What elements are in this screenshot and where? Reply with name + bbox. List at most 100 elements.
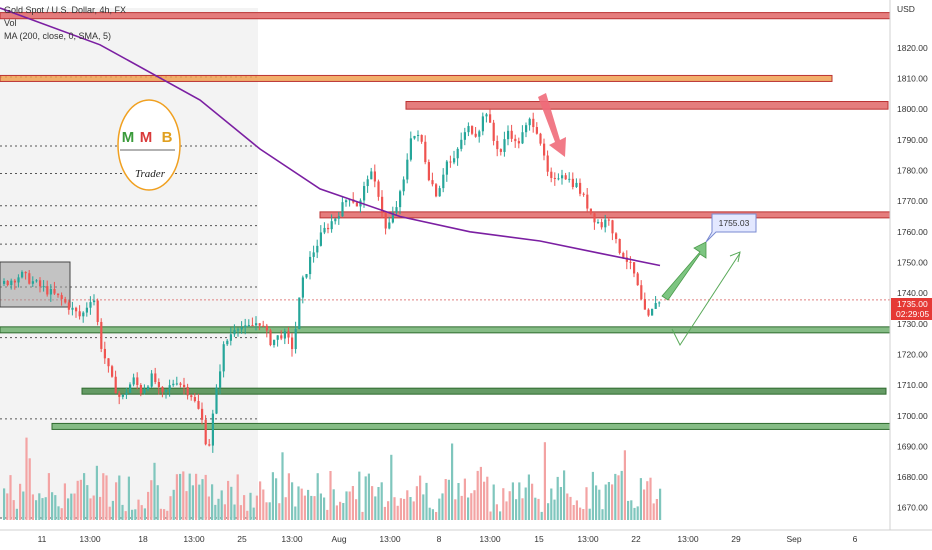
volume-bar-134 (431, 509, 434, 520)
candle-body-165 (597, 222, 600, 224)
y-tick-label-6: 1760.00 (897, 227, 928, 237)
candle-52 (190, 394, 193, 401)
candle-118 (427, 159, 430, 182)
volume-bar-161 (518, 482, 521, 520)
candle-137 (496, 135, 499, 157)
candle-body-47 (172, 383, 175, 386)
volume-bar-96 (310, 495, 313, 520)
candle-body-69 (251, 325, 254, 327)
candle-body-81 (294, 329, 297, 350)
candle-38 (139, 383, 142, 397)
volume-bar-2 (9, 475, 12, 520)
candle-106 (384, 211, 387, 235)
candle-22 (82, 311, 85, 323)
volume-bar-11 (38, 493, 41, 520)
candle-body-122 (442, 174, 445, 189)
candle-28 (103, 341, 106, 364)
y-tick-label-9: 1730.00 (897, 319, 928, 329)
volume-bar-71 (230, 486, 233, 520)
candle-19 (71, 301, 74, 316)
candle-body-157 (568, 178, 571, 180)
candle-body-107 (388, 222, 391, 229)
volume-bar-200 (643, 489, 646, 520)
candle-129 (467, 122, 470, 137)
volume-bar-20 (67, 498, 70, 520)
candle-64 (233, 324, 236, 337)
price-badge (891, 298, 932, 320)
candle-body-20 (75, 307, 78, 312)
y-tick-label-0: 1820.00 (897, 43, 928, 53)
candle-body-155 (561, 175, 564, 179)
volume-bar-113 (364, 476, 367, 520)
candle-body-95 (345, 200, 348, 203)
candle-48 (175, 376, 178, 386)
volume-bar-22 (73, 493, 76, 520)
candle-body-142 (514, 138, 517, 142)
volume-bar-40 (131, 509, 134, 520)
candle-body-126 (456, 148, 459, 159)
candle-119 (431, 172, 434, 187)
volume-bar-21 (70, 493, 73, 520)
candle-49 (179, 381, 182, 388)
candle-41 (150, 370, 153, 389)
candle-61 (222, 341, 225, 378)
volume-bar-201 (646, 481, 649, 520)
y-axis-currency: USD (897, 4, 915, 14)
x-tick-label-6: Aug (331, 534, 346, 544)
candle-124 (449, 155, 452, 168)
volume-bar-181 (582, 509, 585, 520)
candle-body-16 (60, 295, 63, 300)
volume-bar-36 (118, 475, 121, 520)
candle-123 (445, 159, 448, 182)
volume-bar-171 (550, 488, 553, 520)
volume-bar-86 (278, 503, 281, 520)
volume-bar-77 (249, 492, 252, 520)
volume-bar-156 (502, 488, 505, 520)
symbol-title: Gold Spot / U.S. Dollar, 4h, FX (4, 5, 127, 15)
volume-bar-62 (201, 479, 204, 520)
volume-bar-108 (348, 491, 351, 520)
candle-77 (280, 330, 283, 341)
volume-bar-148 (476, 470, 479, 520)
candle-79 (287, 327, 290, 344)
x-tick-label-2: 18 (138, 534, 148, 544)
volume-bar-130 (419, 475, 422, 520)
candle-14 (53, 281, 56, 295)
candle-body-105 (381, 196, 384, 213)
candle-body-131 (474, 133, 477, 137)
candle-133 (481, 112, 484, 136)
candle-body-140 (507, 130, 510, 140)
volume-bar-95 (307, 489, 310, 520)
candle-58 (211, 409, 214, 453)
candle-body-130 (471, 126, 474, 134)
volume-bar-135 (435, 512, 438, 520)
candle-90 (327, 223, 330, 234)
y-tick-label-8: 1740.00 (897, 288, 928, 298)
candle-body-141 (510, 130, 513, 139)
volume-bar-193 (620, 470, 623, 520)
x-tick-label-9: 13:00 (479, 534, 501, 544)
candle-89 (323, 222, 326, 235)
candle-94 (341, 196, 344, 217)
candle-body-111 (402, 179, 405, 192)
volume-bar-93 (300, 488, 303, 520)
volume-bar-44 (143, 508, 146, 520)
candle-body-137 (496, 140, 499, 150)
candle-54 (197, 393, 200, 410)
volume-bar-61 (198, 484, 201, 520)
volume-bar-13 (44, 497, 47, 520)
candle-body-74 (269, 330, 272, 346)
candle-body-21 (78, 311, 81, 317)
candle-body-151 (546, 155, 549, 172)
candle-174 (629, 256, 632, 270)
volume-bar-107 (345, 491, 348, 520)
volume-bar-33 (108, 506, 111, 520)
candle-body-35 (129, 384, 132, 393)
candle-body-45 (165, 389, 168, 392)
volume-bar-70 (227, 480, 230, 520)
candle-body-28 (103, 348, 106, 359)
y-tick-label-12: 1700.00 (897, 411, 928, 421)
candle-body-25 (93, 300, 96, 303)
